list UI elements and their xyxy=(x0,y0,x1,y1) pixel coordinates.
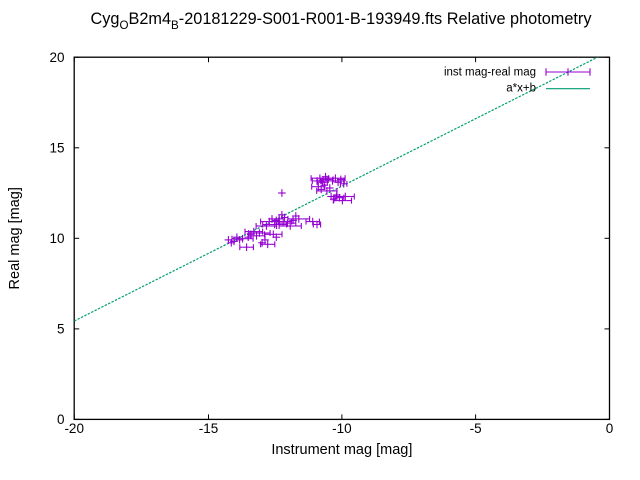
svg-text:inst mag-real mag: inst mag-real mag xyxy=(444,67,536,79)
svg-text:-15: -15 xyxy=(199,421,219,436)
svg-text:20: 20 xyxy=(49,50,64,65)
svg-text:15: 15 xyxy=(49,141,64,156)
svg-text:10: 10 xyxy=(49,231,64,246)
svg-text:Real mag [mag]: Real mag [mag] xyxy=(7,187,23,289)
svg-text:-20: -20 xyxy=(64,421,84,436)
svg-text:-10: -10 xyxy=(332,421,352,436)
svg-text:Instrument mag [mag]: Instrument mag [mag] xyxy=(271,442,412,458)
svg-text:a*x+b: a*x+b xyxy=(506,83,536,95)
svg-text:0: 0 xyxy=(606,421,614,436)
svg-text:-5: -5 xyxy=(470,421,482,436)
svg-text:0: 0 xyxy=(57,412,65,427)
svg-text:5: 5 xyxy=(57,322,65,337)
